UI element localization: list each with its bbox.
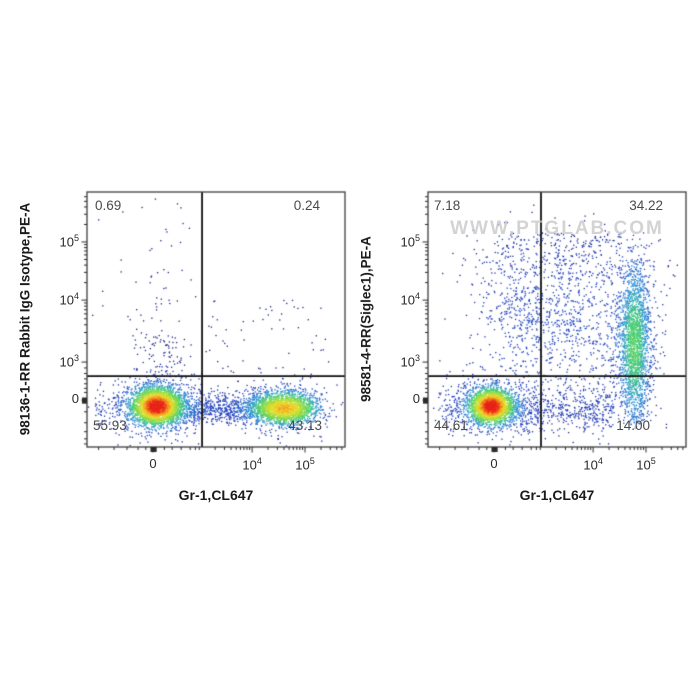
x-axis-tick-label: 0 (149, 456, 157, 471)
x-axis-tick-label: 104 (242, 456, 262, 473)
scatter-plot-left (75, 183, 370, 468)
x-axis-tick-label: 104 (583, 456, 603, 473)
y-axis-tick-label: 105 (400, 232, 420, 250)
y-axis-tick-label: 103 (59, 353, 79, 370)
y-axis-tick-label: 103 (400, 353, 420, 370)
x-axis-title-left: Gr-1,CL647 (178, 487, 254, 503)
y-axis-title-left: 98136-1-RR Rabbit IgG Isotype,PE-A (17, 202, 33, 436)
x-axis-tick-label: 105 (636, 456, 656, 473)
x-axis-tick-label: 105 (295, 456, 315, 473)
quadrant-stat-lower-left: 55.93 (93, 418, 127, 433)
x-axis-title-right: Gr-1,CL647 (519, 487, 595, 503)
watermark: WWW.PTGLAB.COM (450, 218, 664, 239)
quadrant-stat-lower-left: 44.61 (434, 418, 468, 433)
y-axis-tick-label: 104 (400, 291, 420, 308)
quadrant-stat-upper-left: 7.18 (434, 198, 461, 213)
scatter-plot-right (416, 183, 700, 468)
y-axis-title-right: 98581-4-RR(Siglec1),PE-A (358, 236, 374, 402)
x-axis-tick-label: 0 (490, 456, 498, 471)
quadrant-stat-upper-left: 0.69 (95, 198, 122, 213)
y-axis-tick-label: 104 (59, 291, 79, 308)
y-axis-tick-label: 0 (71, 391, 79, 407)
quadrant-stat-lower-right: 43.13 (288, 418, 322, 433)
y-axis-tick-label: 0 (412, 391, 420, 407)
quadrant-stat-lower-right: 14.00 (616, 418, 650, 433)
y-axis-tick-label: 105 (59, 232, 79, 250)
quadrant-stat-upper-right: 34.22 (629, 198, 663, 213)
quadrant-stat-upper-right: 0.24 (293, 198, 320, 213)
